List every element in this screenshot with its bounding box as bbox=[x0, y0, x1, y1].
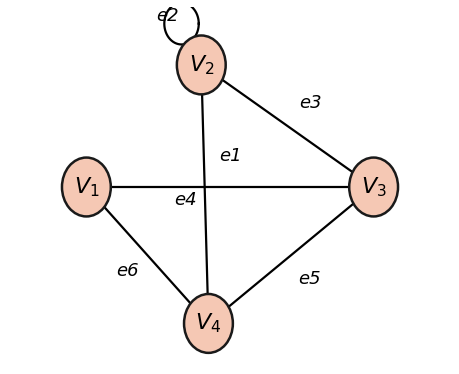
Text: $V_3$: $V_3$ bbox=[360, 175, 386, 199]
Text: $V_1$: $V_1$ bbox=[73, 175, 99, 199]
Text: e3: e3 bbox=[299, 94, 321, 111]
Text: e6: e6 bbox=[116, 263, 139, 280]
Text: e1: e1 bbox=[218, 147, 241, 165]
Text: $V_4$: $V_4$ bbox=[195, 312, 221, 335]
Ellipse shape bbox=[184, 294, 232, 353]
Text: e4: e4 bbox=[174, 191, 196, 209]
Text: e5: e5 bbox=[297, 270, 319, 288]
Ellipse shape bbox=[176, 36, 225, 94]
Text: e2: e2 bbox=[156, 7, 178, 25]
Ellipse shape bbox=[62, 157, 111, 217]
Text: $V_2$: $V_2$ bbox=[188, 53, 213, 77]
Ellipse shape bbox=[348, 157, 397, 217]
